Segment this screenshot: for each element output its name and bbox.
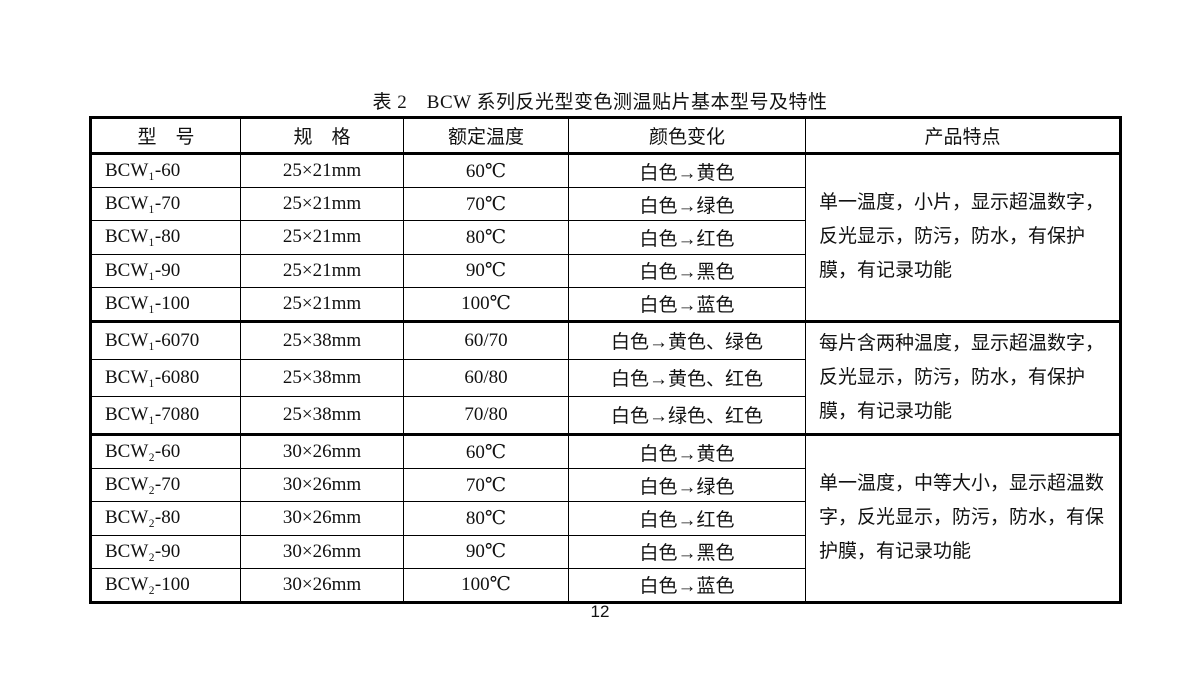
model-cell: BCW₁-6070 xyxy=(90,319,241,360)
temp-cell: 80℃ xyxy=(403,220,569,255)
page-number: 12 xyxy=(590,602,610,621)
temp-cell: 100℃ xyxy=(403,286,569,322)
model-cell: BCW₁-70 xyxy=(90,187,241,222)
model-cell: BCW₁-90 xyxy=(90,253,241,288)
header-spec: 规 格 xyxy=(240,117,404,155)
color-cell: 白色→黄色 xyxy=(568,152,806,189)
table-row: BCW₁-6080 25×38mm 60/80 白色→黄色、红色 xyxy=(90,358,1121,397)
temp-cell: 60℃ xyxy=(403,152,569,189)
spec-cell: 30×26mm xyxy=(240,432,404,470)
spec-cell: 25×21mm xyxy=(240,253,404,288)
color-cell: 白色→红色 xyxy=(568,220,806,255)
model-cell: BCW₁-6080 xyxy=(90,358,241,397)
color-cell: 白色→红色 xyxy=(568,501,806,536)
table-row: BCW₁-100 25×21mm 100℃ 白色→蓝色 xyxy=(90,286,1121,322)
spec-cell: 25×21mm xyxy=(240,220,404,255)
model-cell: BCW₂-80 xyxy=(90,501,241,536)
table-title: 表 2 BCW 系列反光型变色测温贴片基本型号及特性 xyxy=(372,92,828,113)
color-cell: 白色→绿色 xyxy=(568,187,806,222)
color-cell: 白色→黄色、红色 xyxy=(568,358,806,397)
spec-cell: 30×26mm xyxy=(240,567,404,603)
table-row: BCW₁-90 25×21mm 90℃ 白色→黑色 xyxy=(90,253,1121,288)
table-header-row: 型 号 规 格 额定温度 颜色变化 产品特点 xyxy=(90,117,1121,155)
color-cell: 白色→绿色、红色 xyxy=(568,395,806,435)
temp-cell: 100℃ xyxy=(403,567,569,603)
header-product-features: 产品特点 xyxy=(805,117,1121,155)
table-row: BCW₂-100 30×26mm 100℃ 白色→蓝色 xyxy=(90,567,1121,603)
feature-cell: 单一温度，小片，显示超温数字，反光显示，防污，防水，有保护膜，有记录功能 xyxy=(805,153,1121,322)
model-cell: BCW₂-90 xyxy=(90,534,241,569)
temp-cell: 70/80 xyxy=(403,395,569,435)
table-row: BCW₁-70 25×21mm 70℃ 白色→绿色 xyxy=(90,187,1121,222)
spec-cell: 25×38mm xyxy=(240,358,404,397)
temp-cell: 60/70 xyxy=(403,319,569,360)
temp-cell: 90℃ xyxy=(403,534,569,569)
header-color-change: 颜色变化 xyxy=(568,117,806,155)
header-rated-temperature: 额定温度 xyxy=(403,117,569,155)
spec-cell: 30×26mm xyxy=(240,468,404,503)
model-cell: BCW₁-60 xyxy=(90,152,241,189)
model-cell: BCW₁-80 xyxy=(90,220,241,255)
table-row: BCW₂-60 30×26mm 60℃ 白色→黄色 单一温度，中等大小，显示超温数字，反… xyxy=(90,432,1121,603)
model-cell: BCW₂-100 xyxy=(90,567,241,603)
color-cell: 白色→绿色 xyxy=(568,468,806,503)
table-row: BCW₂-80 30×26mm 80℃ 白色→红色 xyxy=(90,501,1121,536)
spec-cell: 30×26mm xyxy=(240,534,404,569)
color-cell: 白色→黑色 xyxy=(568,534,806,569)
model-cell: BCW₁-100 xyxy=(90,286,241,322)
temp-cell: 70℃ xyxy=(403,187,569,222)
spec-table: 型 号 规 格 额定温度 颜色变化 产品特点 BCW₁-60 25×21mm 60℃… xyxy=(89,116,1122,604)
spec-cell: 25×38mm xyxy=(240,319,404,360)
temp-cell: 70℃ xyxy=(403,468,569,503)
table-row: BCW₂-70 30×26mm 70℃ 白色→绿色 xyxy=(90,468,1121,503)
spec-cell: 30×26mm xyxy=(240,501,404,536)
table-row: BCW₁-60 25×21mm 60℃ 白色→黄色 单一温度，小片，显示超温数字，反光显… xyxy=(90,152,1121,322)
spec-cell: 25×21mm xyxy=(240,152,404,189)
color-cell: 白色→黑色 xyxy=(568,253,806,288)
feature-cell: 单一温度，中等大小，显示超温数字，反光显示，防污，防水，有保护膜，有记录功能 xyxy=(805,432,1121,603)
table-row: BCW₂-90 30×26mm 90℃ 白色→黑色 xyxy=(90,534,1121,569)
header-model: 型 号 xyxy=(90,117,241,155)
temp-cell: 80℃ xyxy=(403,501,569,536)
table-body: BCW₁-60 25×21mm 60℃ 白色→黄色 单一温度，小片，显示超温数字，反光显… xyxy=(90,152,1121,603)
spec-cell: 25×38mm xyxy=(240,395,404,435)
color-cell: 白色→黄色 xyxy=(568,432,806,470)
spec-cell: 25×21mm xyxy=(240,187,404,222)
table-row: BCW₁-6070 25×38mm 60/70 白色→黄色、绿色 每片含两种温度，显示超… xyxy=(90,319,1121,435)
spec-cell: 25×21mm xyxy=(240,286,404,322)
color-cell: 白色→黄色、绿色 xyxy=(568,319,806,360)
model-cell: BCW₂-60 xyxy=(90,432,241,470)
model-cell: BCW₁-7080 xyxy=(90,395,241,435)
temp-cell: 90℃ xyxy=(403,253,569,288)
model-cell: BCW₂-70 xyxy=(90,468,241,503)
temp-cell: 60℃ xyxy=(403,432,569,470)
temp-cell: 60/80 xyxy=(403,358,569,397)
color-cell: 白色→蓝色 xyxy=(568,567,806,603)
feature-cell: 每片含两种温度，显示超温数字，反光显示，防污，防水，有保护膜，有记录功能 xyxy=(805,319,1121,435)
color-cell: 白色→蓝色 xyxy=(568,286,806,322)
